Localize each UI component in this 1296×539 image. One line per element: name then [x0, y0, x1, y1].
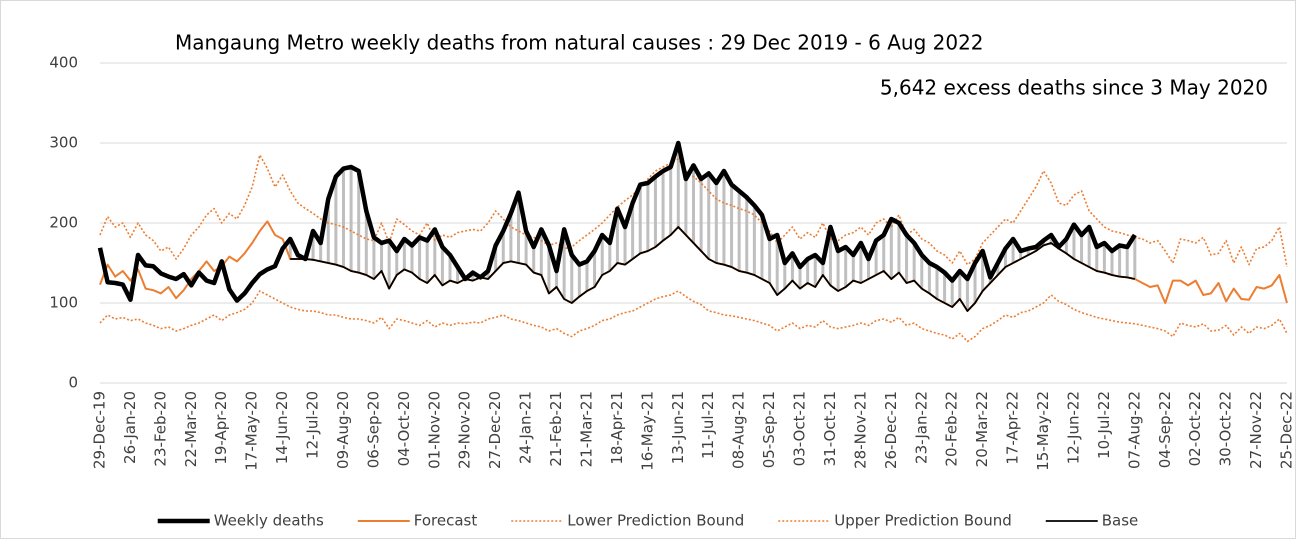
x-tick-label: 26-Jan-20: [121, 391, 139, 464]
x-tick-label: 07-Aug-22: [1125, 391, 1143, 469]
x-tick-label: 04-Oct-20: [395, 391, 413, 466]
y-tick-label: 400: [49, 54, 78, 72]
legend-label: Weekly deaths: [214, 512, 324, 530]
x-tick-label: 30-Oct-22: [1217, 391, 1235, 466]
y-tick-label: 100: [49, 294, 78, 312]
legend-label: Upper Prediction Bound: [834, 512, 1011, 530]
x-tick-label: 04-Sep-22: [1156, 391, 1174, 468]
y-tick-label: 300: [49, 134, 78, 152]
x-tick-label: 05-Sep-21: [760, 391, 778, 468]
chart-title: Mangaung Metro weekly deaths from natura…: [175, 31, 984, 55]
x-tick-label: 24-Jan-21: [517, 391, 535, 464]
x-tick-label: 31-Oct-21: [821, 391, 839, 466]
x-tick-label: 06-Sep-20: [364, 391, 382, 468]
series-line: [99, 154, 1288, 268]
x-tick-label: 17-May-20: [243, 391, 261, 471]
x-tick-label: 21-Feb-21: [547, 391, 565, 467]
x-tick-label: 25-Dec-22: [1278, 391, 1296, 469]
legend-item: Weekly deaths: [157, 512, 324, 530]
series-line: [290, 226, 1136, 312]
y-tick-label: 0: [68, 374, 78, 392]
grid: 0 100 200 300 400 29-Dec-19 26-Jan-20 23-Feb-20…: [49, 54, 1295, 471]
x-tick-label: 14-Jun-20: [273, 391, 291, 464]
annotation: 5,642 excess deaths since 3 May 2020: [880, 76, 1268, 100]
x-tick-label: 10-Jul-22: [1095, 391, 1113, 459]
x-tick-label: 20-Mar-22: [973, 391, 991, 467]
x-tick-label: 23-Feb-20: [151, 391, 169, 467]
x-tick-label: 09-Aug-20: [334, 391, 352, 469]
legend-label: Base: [1102, 512, 1139, 530]
x-tick-label: 01-Nov-20: [425, 391, 443, 469]
x-tick-label: 02-Oct-22: [1186, 391, 1204, 466]
legend-item: Lower Prediction Bound: [511, 512, 744, 530]
x-tick-label: 29-Nov-20: [456, 391, 474, 469]
x-tick-label: 22-Mar-20: [182, 391, 200, 467]
legend-item: Base: [1045, 512, 1139, 530]
legend: Weekly deaths Forecast Lower Prediction Bo…: [157, 512, 1139, 530]
x-tick-label: 27-Nov-22: [1247, 391, 1265, 469]
x-tick-label: 17-Apr-22: [1004, 391, 1022, 465]
x-tick-label: 11-Jul-21: [699, 391, 717, 459]
series-line: [97, 140, 1137, 303]
legend-item: Upper Prediction Bound: [778, 512, 1012, 530]
legend-label: Lower Prediction Bound: [567, 512, 744, 530]
legend-item: Forecast: [357, 512, 478, 530]
x-tick-label: 27-Dec-20: [486, 391, 504, 469]
x-tick-label: 15-May-22: [1034, 391, 1052, 471]
y-tick-label: 200: [49, 214, 78, 232]
x-tick-label: 03-Oct-21: [791, 391, 809, 466]
x-tick-label: 21-Mar-21: [577, 391, 595, 467]
x-tick-label: 28-Nov-21: [851, 391, 869, 469]
x-tick-label: 20-Feb-22: [943, 391, 961, 467]
x-tick-label: 23-Jan-22: [912, 391, 930, 464]
x-tick-label: 13-Jun-21: [669, 391, 687, 464]
x-tick-label: 12-Jul-20: [304, 391, 322, 459]
x-tick-label: 29-Dec-19: [91, 391, 109, 469]
plot-area: [97, 140, 1288, 343]
x-tick-label: 16-May-21: [638, 391, 656, 471]
x-tick-label: 26-Dec-21: [882, 391, 900, 469]
legend-label: Forecast: [414, 512, 478, 530]
x-tick-label: 08-Aug-21: [730, 391, 748, 469]
x-tick-label: 12-Jun-22: [1064, 391, 1082, 464]
series-line: [99, 290, 1288, 343]
x-tick-label: 18-Apr-21: [608, 391, 626, 465]
x-tick-label: 19-Apr-20: [212, 391, 230, 465]
